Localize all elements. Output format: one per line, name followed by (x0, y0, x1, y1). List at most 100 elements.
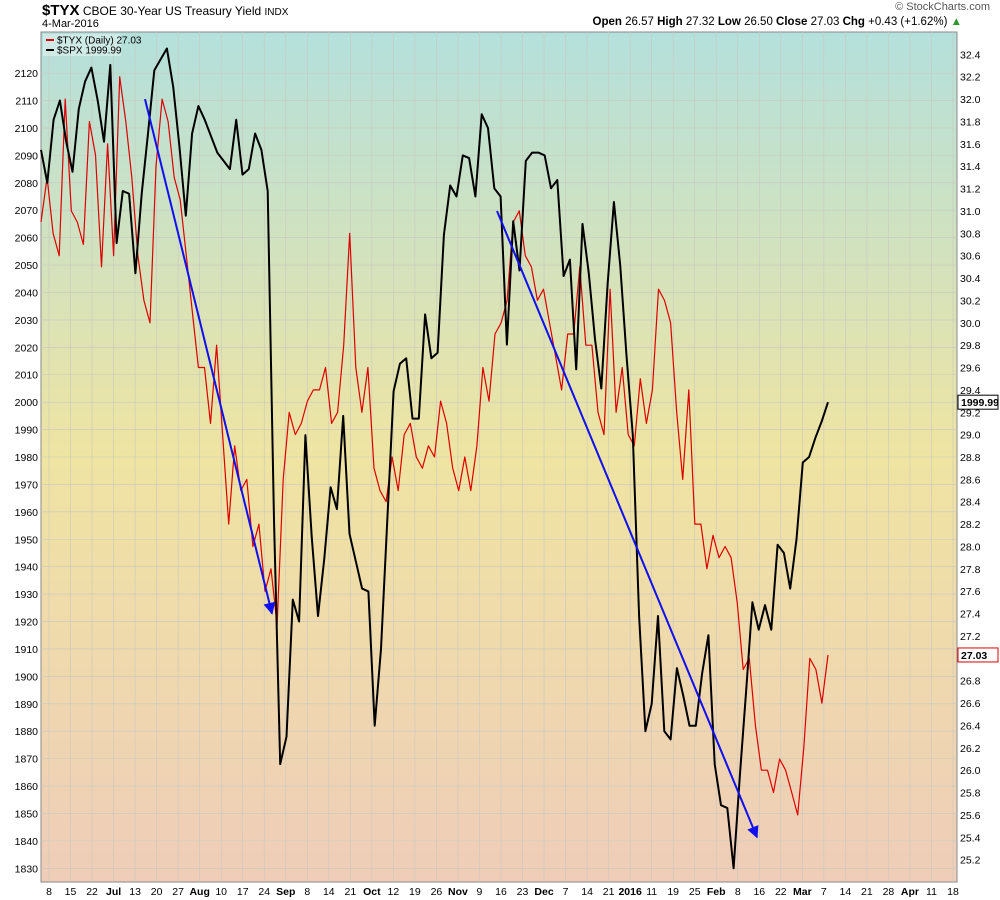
right-tick-label: 30.6 (960, 251, 981, 263)
left-tick-label: 2040 (15, 287, 39, 299)
series-line-spx (40, 47, 829, 870)
right-tick-label: 26.6 (960, 698, 981, 710)
series-line-tyx (40, 76, 829, 816)
open-value: 26.57 (625, 16, 654, 28)
chg-value: +0.43 (+1.62%) (868, 16, 948, 28)
right-tick-label: 26.4 (960, 720, 981, 732)
right-tick-label: 30.8 (960, 228, 981, 240)
left-tick-label: 2070 (15, 205, 39, 217)
right-tick-label: 30.2 (960, 295, 981, 307)
left-tick-label: 2010 (15, 370, 39, 382)
left-tick-label: 1910 (15, 644, 39, 656)
low-value: 26.50 (744, 16, 773, 28)
x-tick-label: 19 (667, 886, 679, 898)
last-value-tags: 1999.99 27.03 (957, 394, 999, 663)
left-tick-label: 1880 (15, 726, 39, 738)
right-tick-label: 28.4 (960, 497, 981, 509)
left-tick-label: 1960 (15, 507, 39, 519)
x-tick-label: 14 (323, 886, 335, 898)
left-tick-label: 2050 (15, 260, 39, 272)
x-tick-label: 10 (215, 886, 227, 898)
legend-box (43, 34, 121, 56)
right-tick-label: 26.0 (960, 765, 981, 777)
right-tick-label: 29.6 (960, 363, 981, 375)
x-tick-label: 2016 (618, 886, 642, 898)
x-axis: 8 15 22 Jul 13 20 27 Aug 10 17 24 Sep 8 14 21 Oct 12 19 26… (46, 886, 959, 898)
trend-arrows (144, 98, 759, 839)
series-lines (40, 47, 829, 870)
x-tick-label: Jul (106, 886, 121, 898)
x-tick-label: 9 (477, 886, 483, 898)
x-tick-label: 21 (344, 886, 356, 898)
left-tick-label: 1890 (15, 699, 39, 711)
legend-label: $TYX (Daily) 27.03 (57, 36, 142, 47)
high-value: 27.32 (685, 16, 715, 28)
left-tick-label: 2100 (15, 123, 39, 135)
right-tick-label: 29.2 (960, 407, 981, 419)
left-tick-label: 2020 (15, 342, 39, 354)
x-tick-label: 7 (821, 886, 827, 898)
x-tick-label: 16 (495, 886, 507, 898)
left-tick-label: 1840 (15, 836, 39, 848)
gridlines (41, 32, 957, 882)
x-tick-label: 22 (775, 886, 787, 898)
right-tick-label: 26.8 (960, 676, 981, 688)
x-tick-label: 11 (646, 886, 657, 898)
x-tick-label: 23 (517, 886, 529, 898)
x-tick-label: Dec (534, 886, 553, 898)
right-tick-label: 29.4 (960, 385, 981, 397)
right-tick-label: 30.4 (960, 273, 981, 285)
ohlc-readout: Open 26.57 High 27.32 Low 26.50 Close 27… (593, 16, 962, 28)
left-tick-label: 1990 (15, 425, 39, 437)
right-tick-label: 31.0 (960, 206, 981, 218)
left-tick-label: 1970 (15, 479, 39, 491)
x-tick-label: 18 (947, 886, 959, 898)
left-tick-label: 1850 (15, 808, 39, 820)
last-value-tag-box (957, 394, 999, 410)
x-tick-label: 20 (151, 886, 163, 898)
right-tick-label: 27.8 (960, 564, 981, 576)
trend-arrow-1 (144, 98, 276, 615)
right-tick-label: 30.0 (960, 318, 981, 330)
right-tick-label: 32.2 (960, 72, 981, 84)
x-tick-label: 8 (304, 886, 310, 898)
x-tick-label: 16 (753, 886, 765, 898)
close-label: Close (776, 16, 808, 28)
date-label: 4-Mar-2016 (42, 18, 99, 30)
left-tick-label: 1920 (15, 617, 39, 629)
right-tick-label: 27.6 (960, 586, 981, 598)
x-tick-label: 24 (258, 886, 270, 898)
right-tick-label: 32.0 (960, 94, 981, 106)
x-tick-label: 21 (861, 886, 873, 898)
right-axis: 25.225.425.625.826.026.226.426.626.827.0… (960, 49, 981, 866)
chart-title: $TYX CBOE 30-Year US Treasury Yield INDX (42, 2, 288, 19)
stockcharts-logo: © StockCharts.com (895, 1, 990, 13)
left-tick-label: 1900 (15, 671, 39, 683)
last-value-tag-box (957, 647, 999, 663)
exchange-label: INDX (264, 7, 289, 18)
left-tick-label: 2090 (15, 150, 39, 162)
right-tick-label: 28.8 (960, 452, 981, 464)
x-tick-label: 11 (926, 886, 937, 898)
description-label: CBOE 30-Year US Treasury Yield (82, 4, 262, 18)
right-tick-label: 28.0 (960, 541, 981, 553)
left-tick-label: 2110 (15, 96, 38, 108)
right-tick-label: 31.4 (960, 161, 981, 173)
x-tick-label: Mar (793, 886, 812, 898)
left-tick-label: 2030 (15, 315, 39, 327)
left-tick-label: 1830 (15, 863, 39, 875)
x-tick-label: Nov (448, 886, 468, 898)
left-axis: 1830 1840 1850 1860 1870 1880 1890 1900 1910 1920… (15, 68, 39, 875)
x-tick-label: 19 (409, 886, 421, 898)
right-tick-label: 31.6 (960, 139, 981, 151)
right-tick-label: 31.2 (960, 184, 981, 196)
right-tick-label: 27.2 (960, 631, 981, 643)
right-tick-label: 25.6 (960, 810, 981, 822)
x-tick-label: 22 (86, 886, 98, 898)
high-label: High (657, 16, 683, 28)
right-tick-label: 29.0 (960, 430, 981, 442)
left-tick-label: 1940 (15, 562, 39, 574)
right-tick-label: 29.8 (960, 340, 981, 352)
x-tick-label: Feb (707, 886, 726, 898)
